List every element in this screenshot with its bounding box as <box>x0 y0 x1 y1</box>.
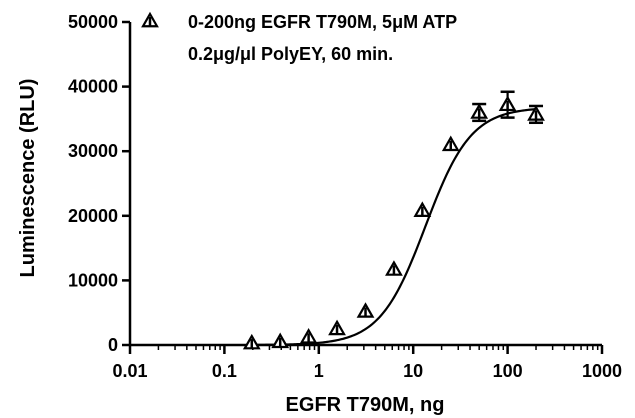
y-tick-label: 20000 <box>68 206 118 226</box>
x-tick-label: 1000 <box>582 361 622 381</box>
legend: 0-200ng EGFR T790M, 5μM ATP 0.2μg/μl Pol… <box>141 11 457 64</box>
y-tick-label: 40000 <box>68 77 118 97</box>
legend-marker-triangle <box>141 11 159 28</box>
x-axis-title: EGFR T790M, ng <box>286 394 445 416</box>
x-tick-label: 0.1 <box>212 361 237 381</box>
y-tick-label: 10000 <box>68 270 118 290</box>
data-points <box>242 90 545 350</box>
axes <box>128 22 602 347</box>
x-tick-label: 100 <box>493 361 523 381</box>
x-axis-ticks: 0.01 0.1 1 10 100 1000 <box>112 345 622 381</box>
fit-curve <box>251 108 537 346</box>
x-tick-label: 10 <box>403 361 423 381</box>
x-tick-label: 0.01 <box>112 361 147 381</box>
y-tick-label: 50000 <box>68 12 118 32</box>
legend-line-1: 0-200ng EGFR T790M, 5μM ATP <box>188 12 457 32</box>
y-axis-ticks: 0 10000 20000 30000 40000 50000 <box>68 12 130 355</box>
y-tick-label: 30000 <box>68 141 118 161</box>
legend-line-2: 0.2μg/μl PolyEY, 60 min. <box>188 44 393 64</box>
y-tick-label: 0 <box>108 335 118 355</box>
x-tick-label: 1 <box>314 361 324 381</box>
y-axis-title: Luminescence (RLU) <box>17 79 39 278</box>
